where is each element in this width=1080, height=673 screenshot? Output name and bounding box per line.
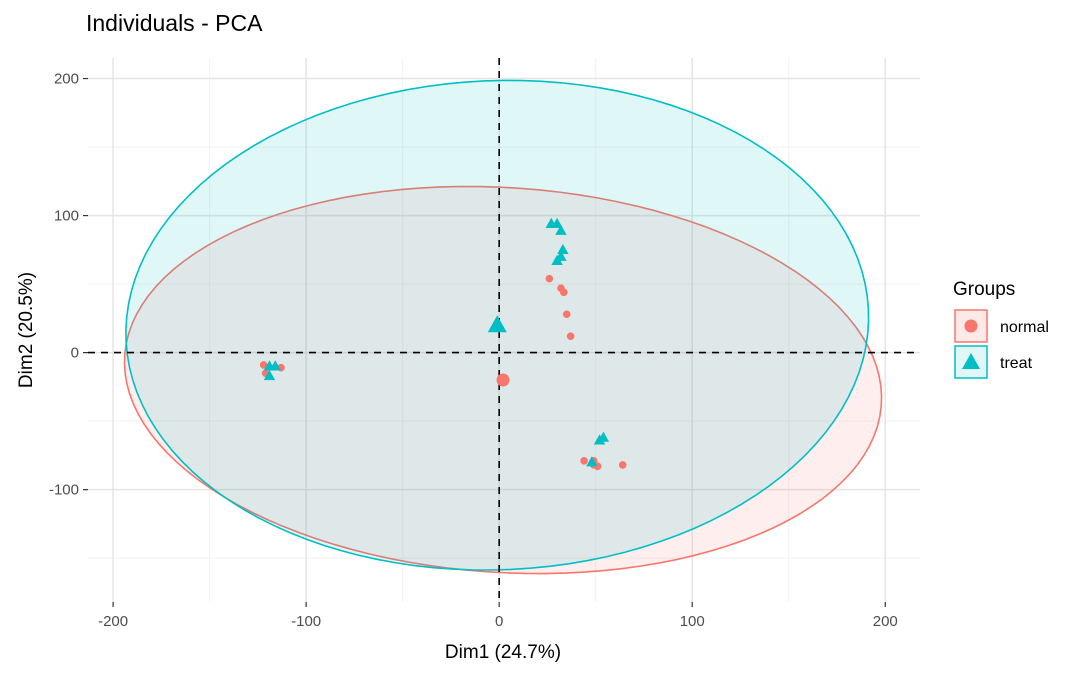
- point-normal: [566, 332, 575, 340]
- point-normal: [560, 288, 568, 297]
- point-treat: [557, 243, 569, 255]
- x-tick-label: -100: [291, 613, 321, 630]
- centroid-normal: [496, 373, 510, 387]
- point-normal: [545, 274, 554, 283]
- centroid-treat: [487, 315, 507, 333]
- point-normal: [562, 310, 571, 319]
- point-treat: [551, 254, 563, 266]
- point-normal: [618, 461, 627, 469]
- y-tick-label: 0: [71, 345, 79, 362]
- legend: Groups normal treat: [953, 279, 1049, 379]
- legend-triangle-icon: [962, 353, 980, 369]
- point-treat: [593, 434, 606, 445]
- point-treat: [586, 456, 598, 467]
- chart-title: Individuals - PCA: [86, 10, 263, 36]
- point-treat: [555, 224, 567, 235]
- legend-circle-icon: [964, 319, 978, 333]
- point-treat: [263, 369, 276, 381]
- x-tick-label: 100: [680, 613, 705, 630]
- point-treat: [551, 217, 563, 229]
- point-normal: [580, 457, 588, 465]
- y-tick-label: 200: [54, 71, 79, 88]
- y-tick-label: 100: [54, 208, 79, 225]
- legend-title: Groups: [953, 279, 1015, 300]
- y-axis-label: Dim2 (20.5%): [16, 272, 37, 388]
- x-tick-label: 200: [873, 613, 898, 630]
- legend-label-treat: treat: [1000, 355, 1033, 372]
- x-tick-label: 0: [495, 613, 503, 630]
- y-tick-label: -100: [49, 482, 79, 499]
- point-normal: [259, 361, 268, 369]
- legend-label-normal: normal: [1000, 319, 1049, 336]
- x-axis-label: Dim1 (24.7%): [445, 642, 561, 663]
- point-treat: [269, 360, 281, 371]
- legend-key-treat: [954, 345, 988, 379]
- x-tick-label: -200: [98, 613, 128, 630]
